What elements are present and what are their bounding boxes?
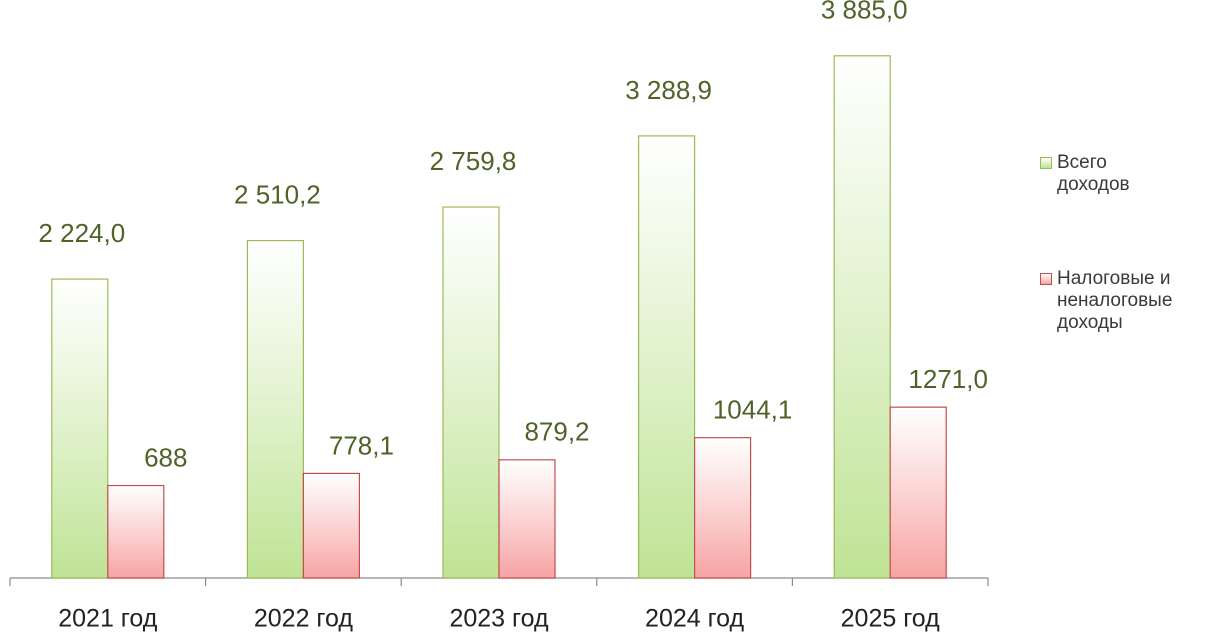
bar — [498, 459, 556, 579]
value-label: 2 224,0 — [38, 218, 125, 248]
value-label: 3 885,0 — [821, 0, 908, 25]
legend-item: Всего доходов — [1040, 152, 1175, 196]
legend-item: Налоговые и неналоговые доходы — [1040, 268, 1175, 334]
value-label: 3 288,9 — [625, 75, 712, 105]
bar — [833, 55, 891, 579]
bar — [637, 135, 696, 579]
bar — [246, 239, 304, 579]
value-label: 2 759,8 — [430, 146, 517, 176]
x-tick-label: 2021 год — [58, 605, 157, 633]
legend-label: Всего доходов — [1057, 152, 1130, 195]
legend-swatch — [1040, 273, 1052, 285]
value-label: 879,2 — [524, 417, 589, 447]
x-tick-label: 2024 год — [645, 605, 744, 633]
value-label: 1044,1 — [713, 395, 793, 425]
legend-label: Налоговые и неналоговые доходы — [1057, 268, 1173, 333]
value-label: 688 — [144, 442, 187, 472]
bar — [51, 278, 109, 579]
bar — [107, 484, 165, 579]
value-label: 1271,0 — [908, 364, 988, 394]
bar — [302, 472, 360, 579]
bar — [693, 437, 752, 579]
value-label: 2 510,2 — [234, 179, 321, 209]
value-label: 778,1 — [329, 430, 394, 460]
legend-swatch — [1040, 157, 1052, 169]
x-tick-label: 2022 год — [254, 605, 353, 633]
x-tick-label: 2025 год — [841, 605, 940, 633]
bar — [889, 406, 947, 579]
bar — [442, 206, 500, 579]
x-tick-label: 2023 год — [449, 605, 548, 633]
